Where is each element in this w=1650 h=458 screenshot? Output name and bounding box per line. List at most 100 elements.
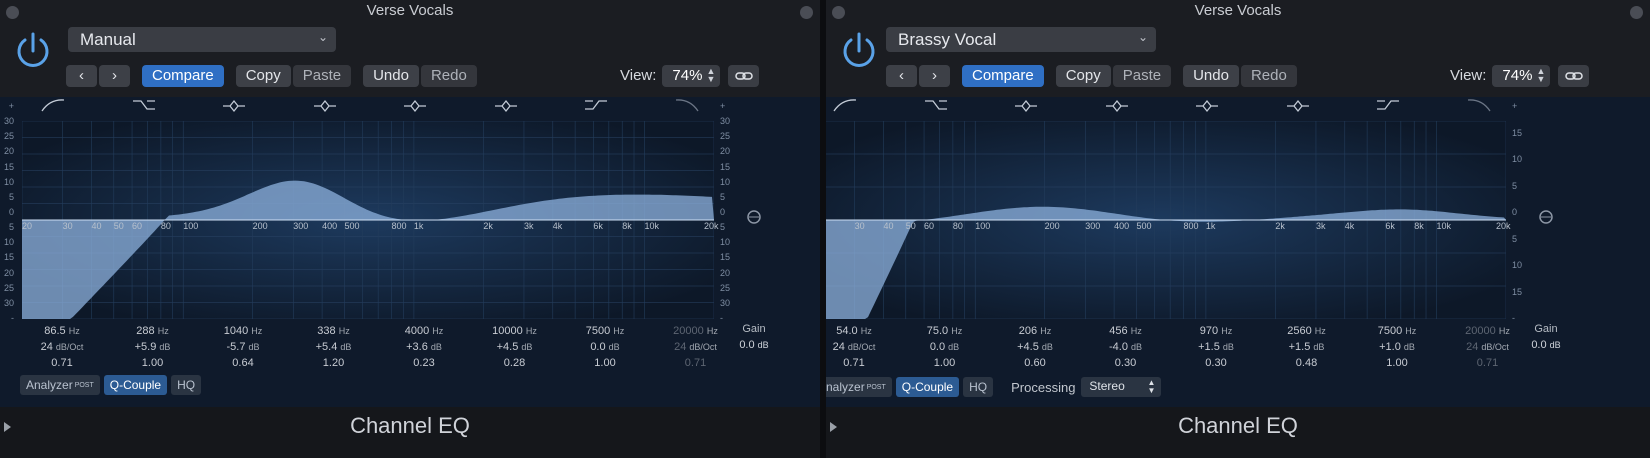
gain-value[interactable]: 0.0 [739,339,755,351]
hq-button[interactable]: HQ [963,377,994,397]
power-icon[interactable] [838,30,880,72]
band-frequency[interactable]: 54.0 Hz [836,325,872,337]
previous-preset-button[interactable]: ‹ [66,64,97,87]
band-gain[interactable]: +1.5 dB [1198,341,1234,353]
gain-value[interactable]: 0.0 [1531,339,1547,351]
band-2-params[interactable]: 288 Hz +5.9 dB 1.00 [113,323,193,371]
bell-icon[interactable] [1104,97,1130,115]
view-zoom-select[interactable]: 74% ▲ ▼ [1492,64,1551,87]
high-shelf-icon[interactable] [1375,97,1401,115]
link-button[interactable] [1558,64,1590,87]
band-5-params[interactable]: 4000 Hz +3.6 dB 0.23 [384,323,464,371]
band-frequency[interactable]: 2560 Hz [1287,325,1326,337]
high-cut-icon[interactable] [1466,97,1492,115]
band-frequency[interactable]: 20000 Hz [1465,325,1510,337]
band-gain[interactable]: +1.0 dB [1379,341,1415,353]
gain-knob[interactable] [744,207,764,227]
bell-icon[interactable] [1285,97,1311,115]
band-gain[interactable]: +4.5 dB [496,341,533,353]
play-icon[interactable] [4,422,11,432]
q-couple-button[interactable]: Q-Couple [895,377,960,397]
next-preset-button[interactable]: › [919,64,950,87]
copy-button[interactable]: Copy [235,64,291,87]
previous-preset-button[interactable]: ‹ [886,64,917,87]
view-zoom-select[interactable]: 74% ▲ ▼ [662,64,721,87]
paste-button[interactable]: Paste [292,64,352,87]
band-1-params[interactable]: 86.5 Hz 24 dB/Oct 0.71 [22,323,102,371]
undo-button[interactable]: Undo [1183,64,1239,87]
band-frequency[interactable]: 75.0 Hz [926,325,963,337]
band-3-params[interactable]: 206 Hz +4.5 dB 0.60 [995,323,1075,371]
band-frequency[interactable]: 4000 Hz [404,325,444,337]
eq-curve-plot[interactable] [21,120,715,320]
undo-button[interactable]: Undo [363,64,419,87]
high-cut-icon[interactable] [674,97,700,115]
hq-button[interactable]: HQ [171,375,202,395]
band-frequency[interactable]: 1040 Hz [223,325,263,337]
band-gain[interactable]: -5.7 dB [226,341,260,353]
low-shelf-icon[interactable] [923,97,949,115]
gain-knob[interactable] [1536,207,1556,227]
band-2-params[interactable]: 75.0 Hz 0.0 dB 1.00 [905,323,985,371]
q-couple-button[interactable]: Q-Couple [103,375,168,395]
eq-graph[interactable] [21,120,715,320]
band-frequency[interactable]: 288 Hz [136,325,169,337]
band-q[interactable]: 1.00 [141,357,164,369]
band-q[interactable]: 0.71 [51,357,73,369]
band-frequency[interactable]: 20000 Hz [673,325,718,337]
band-q[interactable]: 1.20 [322,357,345,369]
link-button[interactable] [728,64,760,87]
band-q[interactable]: 0.60 [1024,357,1046,369]
band-gain[interactable]: +4.5 dB [1017,341,1053,353]
high-shelf-icon[interactable] [583,97,609,115]
band-4-params[interactable]: 338 Hz +5.4 dB 1.20 [294,323,374,371]
play-icon[interactable] [830,422,837,432]
window-close-button[interactable] [832,6,845,19]
band-gain[interactable]: +5.9 dB [134,341,171,353]
eq-graph[interactable] [826,120,1507,320]
window-zoom-button[interactable] [800,6,813,19]
power-icon[interactable] [12,30,54,72]
band-q[interactable]: 1.00 [933,357,956,369]
window-zoom-button[interactable] [1630,6,1643,19]
band-frequency[interactable]: 86.5 Hz [44,325,80,337]
band-frequency[interactable]: 970 Hz [1199,325,1233,337]
eq-curve-plot[interactable] [826,120,1507,320]
band-q[interactable]: 0.71 [843,357,865,369]
band-frequency[interactable]: 7500 Hz [1377,325,1417,337]
band-8-params[interactable]: 20000 Hz 24 dB/Oct 0.71 [1448,323,1528,371]
redo-button[interactable]: Redo [1240,64,1297,87]
processing-select[interactable]: Stereo ▲ ▼ [1081,377,1162,397]
band-gain[interactable]: 24 dB/Oct [674,341,717,353]
band-6-params[interactable]: 10000 Hz +4.5 dB 0.28 [475,323,555,371]
compare-button[interactable]: Compare [142,64,224,87]
band-frequency[interactable]: 206 Hz [1018,325,1052,337]
band-3-params[interactable]: 1040 Hz -5.7 dB 0.64 [203,323,283,371]
preset-menu[interactable]: Brassy Vocal ⌄ [886,27,1156,52]
band-gain[interactable]: 24 dB/Oct [832,341,876,353]
band-q[interactable]: 0.30 [1205,357,1227,369]
band-q[interactable]: 0.71 [684,357,707,369]
band-4-params[interactable]: 456 Hz -4.0 dB 0.30 [1086,323,1166,371]
low-cut-icon[interactable] [40,97,66,115]
band-q[interactable]: 0.23 [413,357,435,369]
band-7-params[interactable]: 7500 Hz 0.0 dB 1.00 [565,323,645,371]
copy-button[interactable]: Copy [1055,64,1111,87]
band-gain[interactable]: 24 dB/Oct [40,341,84,353]
window-close-button[interactable] [6,6,19,19]
band-gain[interactable]: 0.0 dB [590,341,620,353]
preset-menu[interactable]: Manual ⌄ [68,27,336,52]
band-q[interactable]: 1.00 [594,357,616,369]
bell-icon[interactable] [221,97,247,115]
band-frequency[interactable]: 338 Hz [317,325,350,337]
band-6-params[interactable]: 2560 Hz +1.5 dB 0.48 [1267,323,1347,371]
low-cut-icon[interactable] [832,97,858,115]
band-gain[interactable]: -4.0 dB [1108,341,1143,353]
paste-button[interactable]: Paste [1112,64,1172,87]
band-q[interactable]: 0.64 [232,357,254,369]
band-gain[interactable]: 0.0 dB [929,341,960,353]
band-1-params[interactable]: 54.0 Hz 24 dB/Oct 0.71 [826,323,894,371]
band-q[interactable]: 1.00 [1386,357,1408,369]
